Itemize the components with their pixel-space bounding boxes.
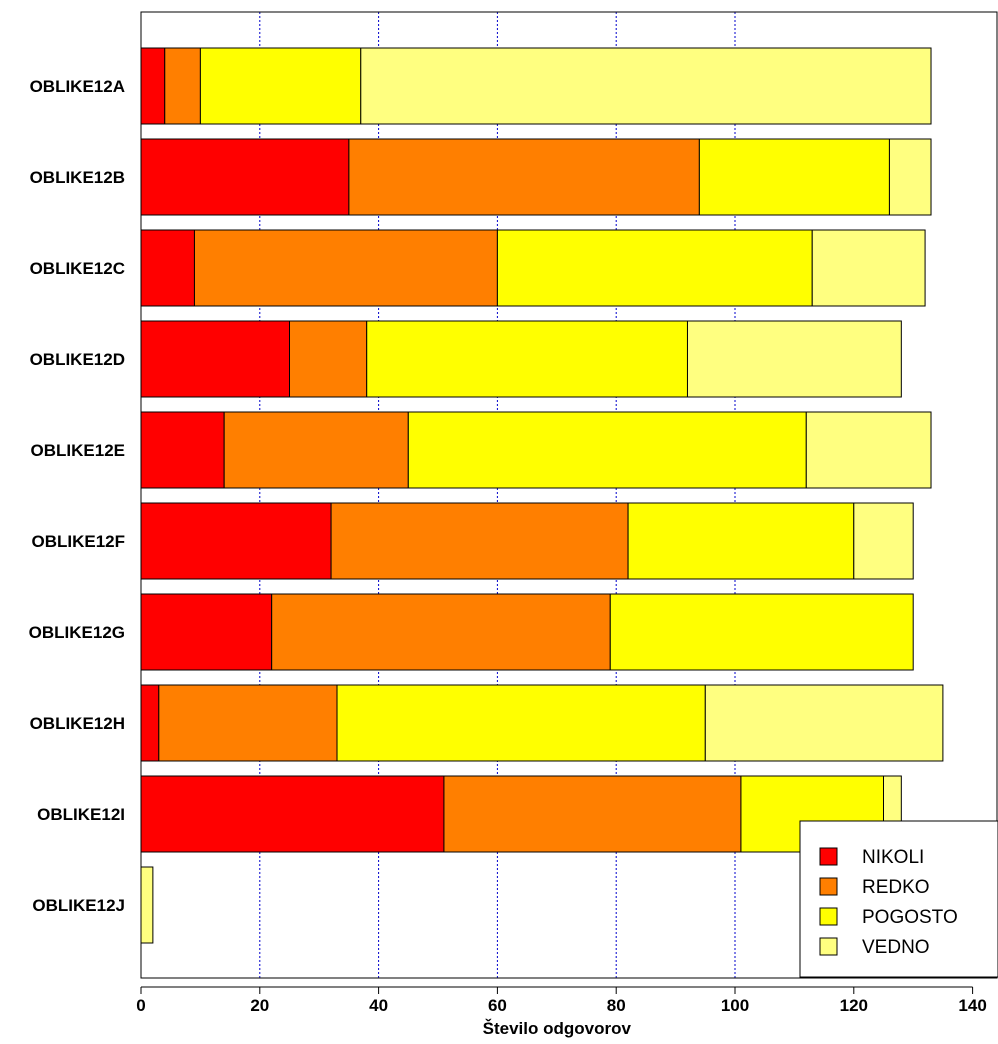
bar-oblike12e-nikoli [140,411,225,489]
bar-oblike12e-vedno [805,411,932,489]
bar-oblike12g-redko [271,593,611,671]
x-tick-label: 140 [958,996,986,1015]
x-tick-label: 20 [250,996,269,1015]
bar-oblike12b-vedno [888,138,932,216]
bar-oblike12d-vedno [686,320,902,398]
bar-oblike12h-vedno [704,684,944,762]
x-tick-label: 60 [488,996,507,1015]
x-axis: 0 20 40 60 80 100 120 140 [136,986,987,1015]
x-tick-label: 0 [136,996,145,1015]
x-tick-label: 120 [840,996,868,1015]
legend-swatch-vedno [819,937,838,956]
bar-oblike12f-nikoli [140,502,332,580]
bar-oblike12f-pogosto [627,502,855,580]
bar-oblike12j-vedno [140,866,154,944]
bar-oblike12a-nikoli [140,47,166,125]
bar-oblike12e-pogosto [407,411,807,489]
bar-oblike12c-redko [193,229,498,307]
bar-oblike12b-nikoli [140,138,350,216]
bar-oblike12a-pogosto [199,47,362,125]
plot-frame [140,11,998,979]
legend-swatch-nikoli [819,847,838,866]
category-label: OBLIKE12F [31,532,125,551]
bar-oblike12b-redko [348,138,700,216]
bar-oblike12e-redko [223,411,409,489]
category-labels: OBLIKE12A OBLIKE12B OBLIKE12C OBLIKE12D OBLI… [29,77,125,915]
bar-oblike12h-nikoli [140,684,160,762]
bar-oblike12f-redko [330,502,629,580]
category-label: OBLIKE12G [29,623,125,642]
category-label: OBLIKE12I [37,805,125,824]
bar-oblike12g-nikoli [140,593,273,671]
bar-oblike12d-pogosto [366,320,688,398]
bar-oblike12g-pogosto [609,593,914,671]
bar-oblike12i-nikoli [140,775,445,853]
category-label: OBLIKE12A [30,77,125,96]
bar-oblike12i-redko [443,775,742,853]
bar-oblike12c-nikoli [140,229,195,307]
bar-oblike12h-pogosto [336,684,706,762]
legend-swatch-pogosto [819,907,838,926]
bars [140,47,944,944]
category-label: OBLIKE12J [32,896,125,915]
bar-oblike12c-pogosto [496,229,813,307]
category-label: OBLIKE12E [31,441,125,460]
category-label: OBLIKE12B [30,168,125,187]
category-label: OBLIKE12C [30,259,125,278]
legend: NIKOLI REDKO POGOSTO VEDNO [799,820,998,978]
x-tick-label: 100 [721,996,749,1015]
bar-oblike12a-redko [164,47,201,125]
legend-label-nikoli: NIKOLI [862,847,924,868]
bar-oblike12f-vedno [853,502,914,580]
bar-oblike12d-nikoli [140,320,290,398]
category-label: OBLIKE12H [30,714,125,733]
bar-oblike12h-redko [158,684,338,762]
bar-oblike12d-redko [289,320,368,398]
legend-swatch-redko [819,877,838,896]
legend-label-vedno: VEDNO [862,937,930,958]
x-axis-title: Število odgovorov [483,1019,632,1038]
bar-oblike12b-pogosto [698,138,890,216]
legend-label-redko: REDKO [862,877,930,898]
x-tick-label: 80 [607,996,626,1015]
legend-label-pogosto: POGOSTO [862,907,958,928]
bar-oblike12c-vedno [811,229,926,307]
x-tick-label: 40 [369,996,388,1015]
category-label: OBLIKE12D [30,350,125,369]
bar-oblike12a-vedno [360,47,932,125]
